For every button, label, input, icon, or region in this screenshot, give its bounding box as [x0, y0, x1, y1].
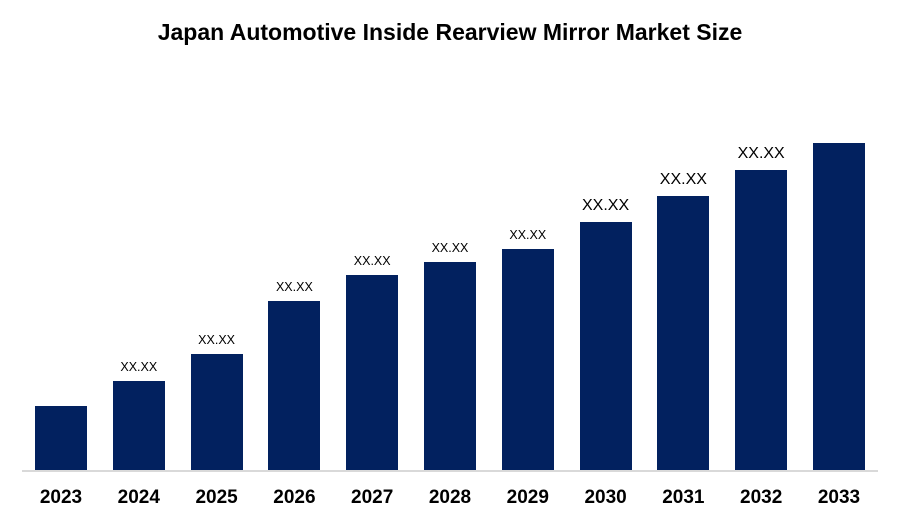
x-axis-tick-label: 2026 — [273, 487, 316, 508]
x-axis-tick-label: 2023 — [39, 487, 83, 508]
bar — [579, 222, 632, 471]
bar-column: XX.XX — [657, 171, 710, 471]
bar-column: XX.XX — [579, 197, 632, 471]
bar-value-label: XX.XX — [659, 171, 707, 188]
bar-column: XX.XX — [735, 145, 788, 471]
x-axis-tick-label: 2024 — [117, 487, 160, 508]
bar — [657, 196, 710, 471]
x-axis-tick-label: 2032 — [740, 487, 783, 508]
bar — [346, 275, 399, 471]
bar-column: XX.XX — [112, 360, 165, 471]
bar-value-label: XX.XX — [737, 145, 785, 162]
bar — [190, 354, 243, 471]
bar — [112, 381, 165, 471]
bar-column — [35, 406, 87, 471]
bar-value-label: XX.XX — [120, 360, 158, 374]
bar-column — [812, 143, 865, 471]
x-axis-labels: 2023 2024 2025 2026 2027 2028 2029 2030 2031 2032… — [35, 487, 865, 509]
x-axis-tick-label: 2030 — [584, 487, 627, 508]
bar-value-label: XX.XX — [198, 333, 235, 347]
x-axis-tick-label: 2029 — [506, 487, 549, 508]
x-axis-tick-label: 2028 — [428, 487, 472, 508]
bar — [501, 249, 554, 471]
bar-column: XX.XX — [423, 241, 476, 471]
bar-value-label: XX.XX — [353, 254, 391, 268]
bar — [268, 301, 321, 471]
bar-value-label: XX.XX — [431, 241, 469, 255]
bar — [735, 170, 788, 471]
x-axis-tick-label: 2033 — [817, 487, 861, 508]
x-axis-line — [22, 470, 878, 472]
plot-area: XX.XX XX.XX XX.XX XX.XX XX.XX XX.XX XX.XX XX.XX… — [35, 0, 865, 471]
bar — [35, 406, 87, 471]
bar-value-label: XX.XX — [275, 280, 313, 294]
bar — [812, 143, 865, 471]
x-axis-tick-label: 2027 — [351, 487, 394, 508]
bar-column: XX.XX — [190, 333, 243, 471]
bar-column: XX.XX — [268, 280, 321, 471]
x-axis-tick-label: 2031 — [662, 487, 705, 508]
bar-value-label: XX.XX — [582, 197, 630, 214]
x-axis-tick-label: 2025 — [195, 487, 238, 508]
bar-value-label: XX.XX — [509, 228, 547, 242]
bar — [423, 262, 476, 471]
bar-column: XX.XX — [501, 228, 554, 471]
chart-title: Japan Automotive Inside Rearview Mirror … — [157, 19, 743, 45]
bar-column: XX.XX — [346, 254, 399, 471]
